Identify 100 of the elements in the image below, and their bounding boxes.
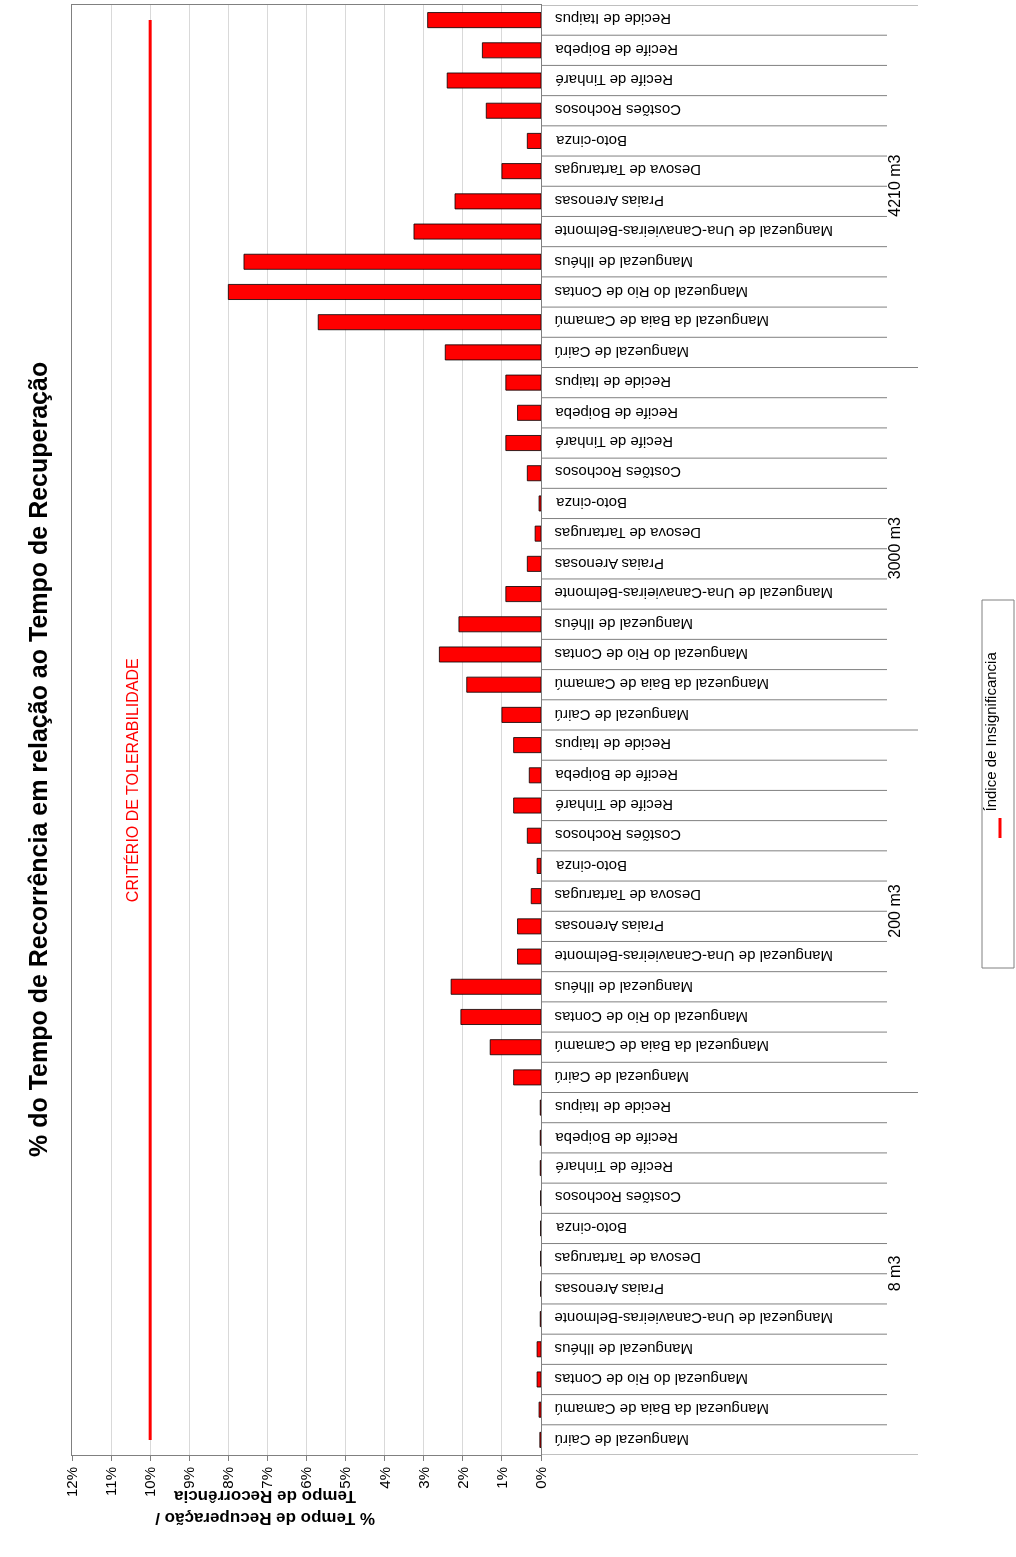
y-tick-label: Recife de Tinharé — [555, 1159, 673, 1177]
x-tick-label: 12% — [62, 1467, 80, 1498]
bar — [489, 1039, 541, 1056]
bar — [450, 978, 541, 995]
x-tick-label: 5% — [336, 1467, 354, 1489]
bar — [485, 102, 541, 119]
x-tick-label: 9% — [180, 1467, 198, 1489]
y-tick-label: Manguezal de Ilhéus — [554, 253, 693, 271]
bar — [536, 1341, 541, 1358]
y-tick-label: Boto-cinza — [555, 494, 627, 512]
text: 3000 m3 — [885, 516, 903, 580]
bar — [446, 72, 541, 89]
y-tick-label: Manguezal da Baia de Camamú — [554, 1038, 769, 1056]
bar — [501, 706, 541, 723]
x-tick-label: 11% — [101, 1467, 119, 1496]
y-tick-label: Costões Rochosos — [555, 464, 681, 482]
y-tick-label: Manguezal de Cairú — [554, 1068, 689, 1086]
y-tick-label: Recide de Itaipus — [555, 736, 671, 754]
y-tick-label: Recide de Itaipus — [555, 11, 671, 29]
y-tick-label: Manguezal de Cairú — [554, 1431, 689, 1449]
y-tick-label: Desova de Tartarugas — [554, 162, 701, 180]
bar — [481, 42, 541, 59]
y-tick-label: Manguezal de Una-Canavieiras-Belmonte — [554, 948, 833, 966]
y-tick-label: Boto-cinza — [555, 132, 627, 150]
bar — [526, 827, 541, 844]
y-tick-label: Recife de Tinharé — [555, 434, 673, 452]
bar — [534, 525, 541, 542]
bar — [458, 616, 541, 633]
y-tick-label: Manguezal do Rio de Contas — [554, 1370, 748, 1388]
y-tick-label: Praias Arenosas — [554, 1280, 664, 1298]
bar — [536, 857, 541, 874]
y-tick-label: Boto-cinza — [555, 857, 627, 875]
y-tick-label: Recife de Boipeba — [554, 41, 678, 59]
text: 8 m3 — [885, 1255, 903, 1292]
bar — [505, 435, 541, 451]
bar — [526, 132, 541, 149]
y-tick-label: Recife de Boipeba — [554, 766, 678, 784]
y-tick-label: Manguezal da Baia de Camamú — [554, 1401, 769, 1419]
bar — [530, 888, 541, 905]
bar — [427, 12, 541, 29]
y-tick-label: Recide de Itaipus — [555, 1099, 671, 1117]
bar — [513, 797, 541, 814]
bar — [454, 193, 541, 210]
x-tick-label: 10% — [141, 1467, 159, 1498]
y-tick-label: Manguezal da Baia de Camamú — [554, 313, 769, 331]
y-tick-label: Desova de Tartarugas — [554, 887, 701, 905]
bar — [505, 586, 541, 603]
y-tick-label: Desova de Tartarugas — [554, 1250, 701, 1268]
text: 4210 m3 — [886, 154, 904, 217]
x-tick-label: 3% — [414, 1467, 432, 1489]
bar — [526, 465, 541, 482]
y-tick-label: Manguezal de Ilhéus — [554, 615, 693, 633]
bar — [501, 163, 541, 180]
x-tick-label: 1% — [492, 1467, 510, 1489]
y-tick-label: Manguezal de Ilhéus — [554, 1340, 693, 1358]
text: % do Tempo de Recorrência em relação ao Tempo de Recuperação — [24, 361, 52, 1157]
x-tick-label: 7% — [258, 1467, 276, 1489]
x-tick-label: 0% — [531, 1467, 549, 1489]
y-tick-label: Recife de Boipeba — [554, 404, 678, 422]
y-tick-label: Manguezal de Cairú — [554, 706, 689, 724]
bar — [517, 404, 541, 421]
y-tick-label: Manguezal de Cairú — [554, 343, 689, 361]
y-tick-label: Recife de Tinharé — [555, 72, 673, 90]
x-tick-label: 8% — [219, 1467, 237, 1489]
bar — [528, 767, 541, 784]
y-tick-label: Recife de Boipeba — [554, 1129, 678, 1147]
bar — [517, 948, 541, 965]
y-tick-label: Manguezal da Baia de Camamú — [554, 676, 769, 694]
y-tick-label: Costões Rochosos — [555, 1189, 681, 1207]
y-tick-label: Manguezal do Rio de Contas — [554, 283, 748, 301]
y-tick-label: Manguezal de Ilhéus — [554, 978, 693, 996]
y-tick-label: Manguezal do Rio de Contas — [554, 1008, 748, 1026]
bar — [438, 646, 541, 663]
bar — [317, 314, 541, 331]
y-tick-label: Manguezal do Rio de Contas — [554, 645, 748, 663]
x-tick-label: 4% — [375, 1467, 393, 1489]
x-tick-label: 2% — [453, 1467, 471, 1489]
bar — [413, 223, 541, 240]
y-tick-label: Costões Rochosos — [555, 102, 681, 120]
y-tick-label: Recide de Itaipus — [555, 374, 671, 392]
y-tick-label: Praias Arenosas — [554, 555, 664, 573]
text: 200 m3 — [886, 884, 904, 938]
x-tick-label: 6% — [297, 1467, 315, 1489]
bar — [513, 1069, 541, 1086]
bar — [526, 555, 541, 572]
y-tick-label: Manguezal de Una-Canavieiras-Belmonte — [554, 223, 833, 241]
y-tick-label: Praias Arenosas — [554, 192, 664, 210]
bar — [505, 374, 541, 391]
bar — [466, 676, 541, 693]
y-tick-label: Recife de Tinharé — [555, 797, 673, 815]
bar — [444, 344, 541, 361]
bar — [517, 918, 541, 935]
y-tick-label: Boto-cinza — [555, 1219, 627, 1237]
y-tick-label: Desova de Tartarugas — [554, 525, 701, 543]
y-tick-label: Praias Arenosas — [554, 917, 664, 935]
annotation: CRITÉRIO DE TOLERABILIDADE — [123, 658, 142, 903]
bar — [460, 1009, 541, 1025]
bar — [513, 737, 541, 754]
y-tick-label: Manguezal de Una-Canavieiras-Belmonte — [554, 1310, 833, 1328]
bar — [536, 1371, 541, 1388]
